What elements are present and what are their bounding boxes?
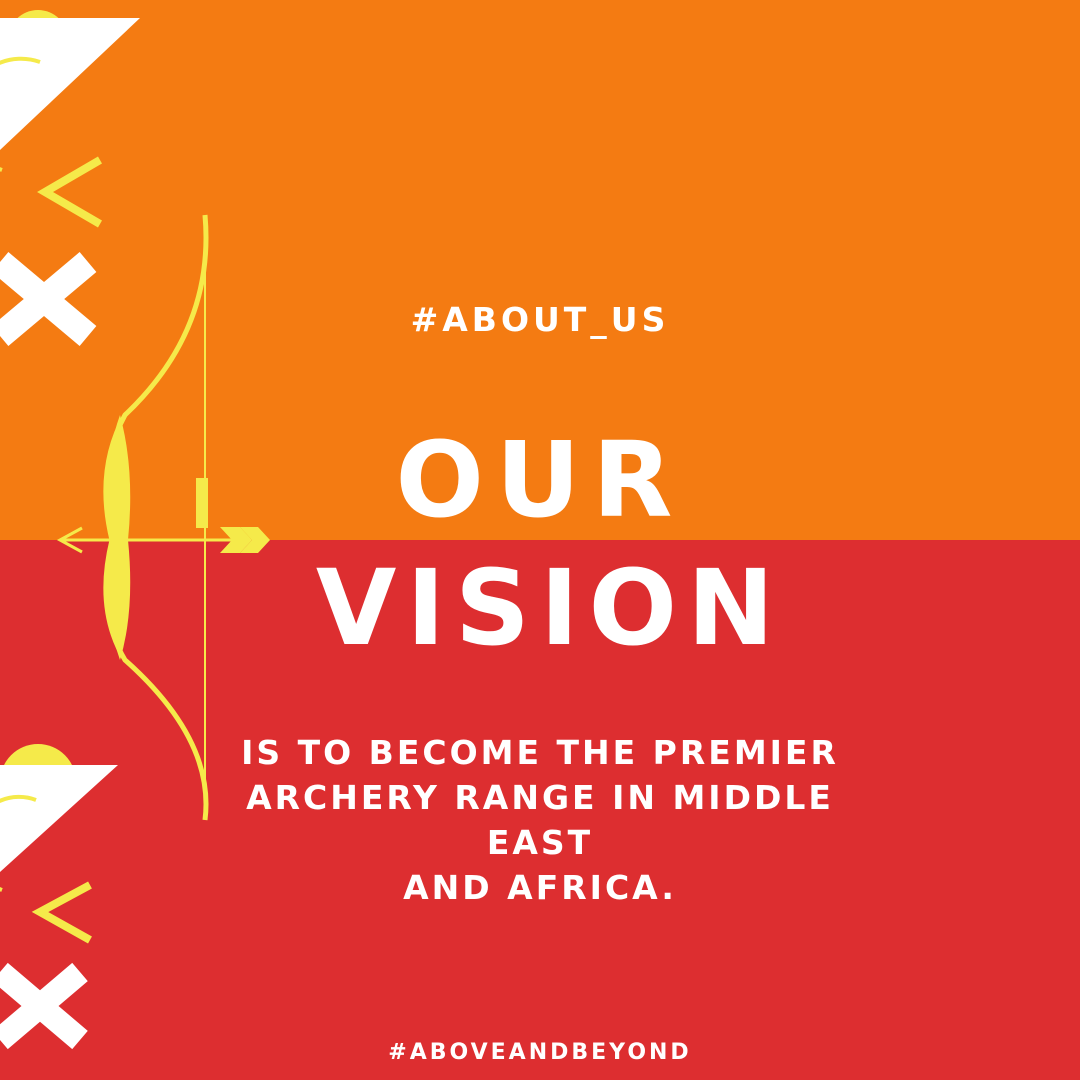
vision-line-1: IS TO BECOME THE PREMIER bbox=[241, 733, 839, 772]
arc-line-icon bbox=[0, 794, 37, 892]
play-triangle-icon bbox=[0, 18, 140, 150]
chevron-left-icon bbox=[31, 881, 92, 944]
play-triangle-icon bbox=[0, 765, 118, 872]
arc-line-icon bbox=[0, 56, 41, 172]
x-cross-icon bbox=[0, 252, 97, 346]
bottom-red-panel bbox=[0, 540, 1080, 1080]
hashtag-about-us: #ABOUT_US bbox=[410, 300, 670, 339]
bow-and-arrow-icon bbox=[56, 214, 270, 821]
vision-statement: IS TO BECOME THE PREMIER ARCHERY RANGE I… bbox=[190, 730, 890, 910]
bottom-decoration-group bbox=[0, 744, 118, 1050]
x-cross-icon bbox=[0, 962, 88, 1050]
title-line-2: VISION bbox=[315, 547, 785, 669]
top-orange-panel bbox=[0, 0, 1080, 540]
hashtag-above-and-beyond: #ABOVEANDBEYOND bbox=[388, 1040, 692, 1065]
vision-line-2: ARCHERY RANGE IN MIDDLE EAST bbox=[246, 778, 834, 862]
title-line-1: OUR bbox=[395, 419, 685, 541]
chevron-left-icon bbox=[37, 156, 103, 228]
top-decoration-group bbox=[0, 10, 140, 346]
vision-line-3: AND AFRICA. bbox=[403, 868, 677, 907]
